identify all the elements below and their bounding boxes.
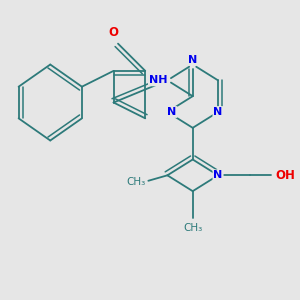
- Text: O: O: [109, 26, 118, 39]
- Text: CH₃: CH₃: [126, 177, 145, 187]
- Text: N: N: [167, 107, 177, 117]
- Text: N: N: [188, 55, 197, 64]
- Text: CH₃: CH₃: [183, 223, 202, 233]
- Text: OH: OH: [275, 169, 295, 182]
- Text: NH: NH: [149, 75, 167, 85]
- Text: N: N: [213, 107, 223, 117]
- Text: N: N: [213, 170, 223, 180]
